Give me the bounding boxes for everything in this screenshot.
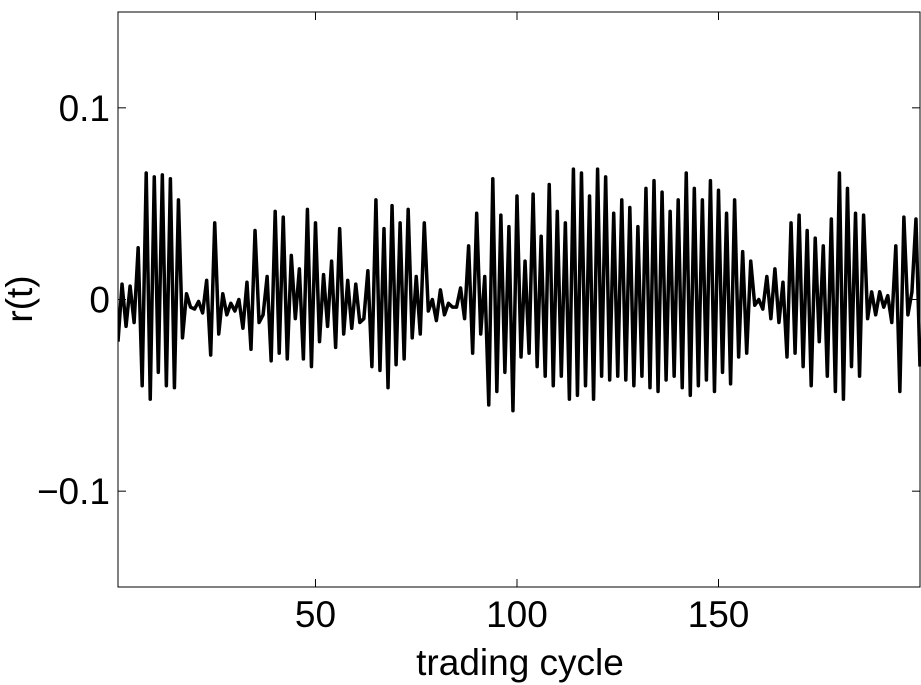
y-tick-label: −0.1 [37,471,110,512]
y-axis-label: r(t) [0,275,40,322]
data-line [118,167,921,413]
x-tick-label: 50 [295,594,336,635]
x-tick-label: 100 [486,594,548,635]
x-tick-label: 150 [688,594,750,635]
y-tick-label: 0.1 [59,88,110,129]
y-tick-label: 0 [89,280,110,321]
x-axis-label: trading cycle [416,642,624,683]
